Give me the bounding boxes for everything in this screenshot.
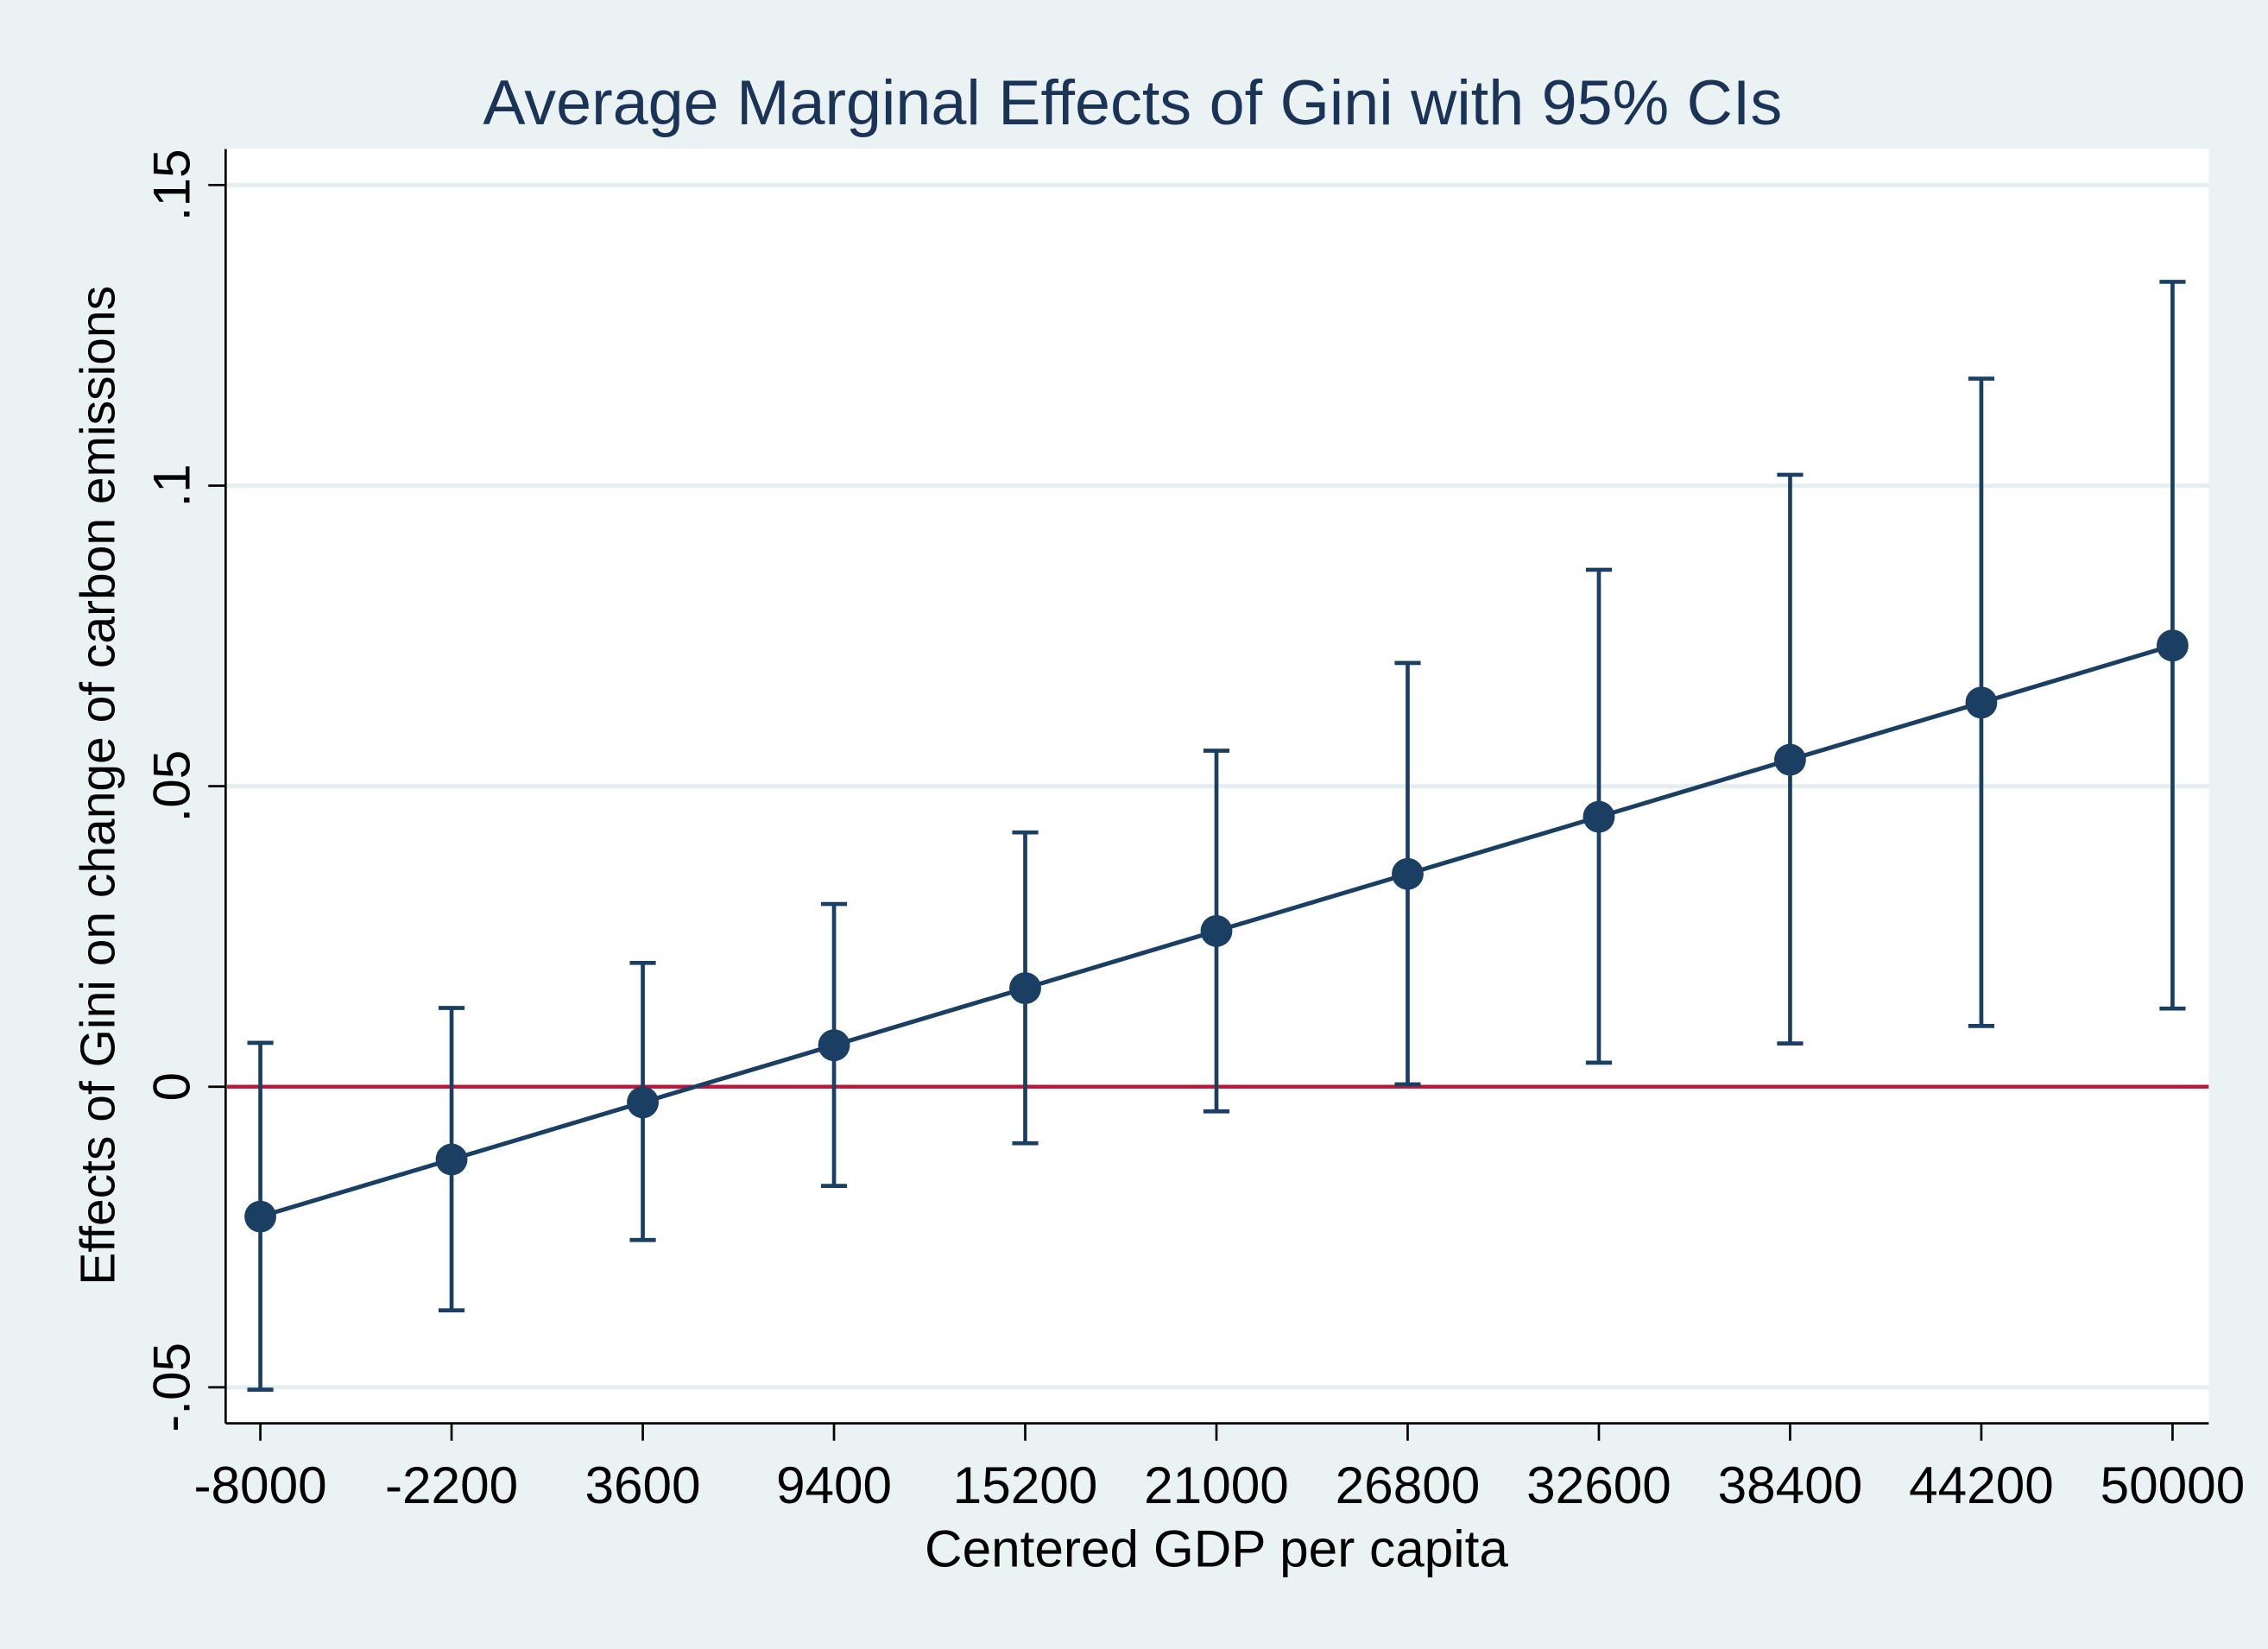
y-axis-ticks: -.05 0 .05 .1 .15 (142, 148, 226, 1432)
y-tick-label: .1 (142, 464, 200, 507)
estimate-point (1774, 743, 1806, 776)
y-axis-label: Effects of Gini on change of carbon emis… (70, 286, 125, 1286)
x-tick-label: 15200 (953, 1456, 1098, 1514)
estimate-point (1200, 914, 1233, 947)
x-tick-label: 44200 (1909, 1456, 2054, 1514)
estimate-point (1009, 972, 1041, 1004)
x-tick-label: 3600 (584, 1456, 700, 1514)
x-tick-label: 38400 (1718, 1456, 1863, 1514)
estimate-point (1392, 857, 1424, 890)
gridlines (227, 182, 2209, 1390)
x-axis-ticks: -8000 -2200 3600 9400 15200 21000 26800 32600 38… (193, 1423, 2246, 1514)
y-tick-label: -.05 (142, 1343, 200, 1432)
estimate-point (627, 1086, 659, 1119)
x-tick-label: 50000 (2101, 1456, 2246, 1514)
estimate-point (1965, 686, 1998, 719)
estimate-point (435, 1143, 468, 1176)
estimate-point (818, 1029, 850, 1062)
estimate-points (244, 629, 2189, 1233)
x-axis-label: Centered GDP per capita (925, 1519, 1508, 1577)
estimate-point (2156, 629, 2189, 662)
estimate-point (1583, 800, 1615, 833)
y-tick-label: .15 (142, 148, 200, 221)
y-tick-label: .05 (142, 750, 200, 823)
x-tick-label: 32600 (1526, 1456, 1671, 1514)
x-tick-label: 9400 (776, 1456, 892, 1514)
estimate-point (244, 1200, 276, 1233)
x-tick-label: 26800 (1336, 1456, 1481, 1514)
y-tick-label: 0 (142, 1072, 200, 1102)
chart-title: Average Marginal Effects of Gini with 95… (483, 66, 1782, 138)
x-tick-label: -2200 (385, 1456, 518, 1514)
x-tick-label: -8000 (193, 1456, 326, 1514)
x-tick-label: 21000 (1144, 1456, 1289, 1514)
